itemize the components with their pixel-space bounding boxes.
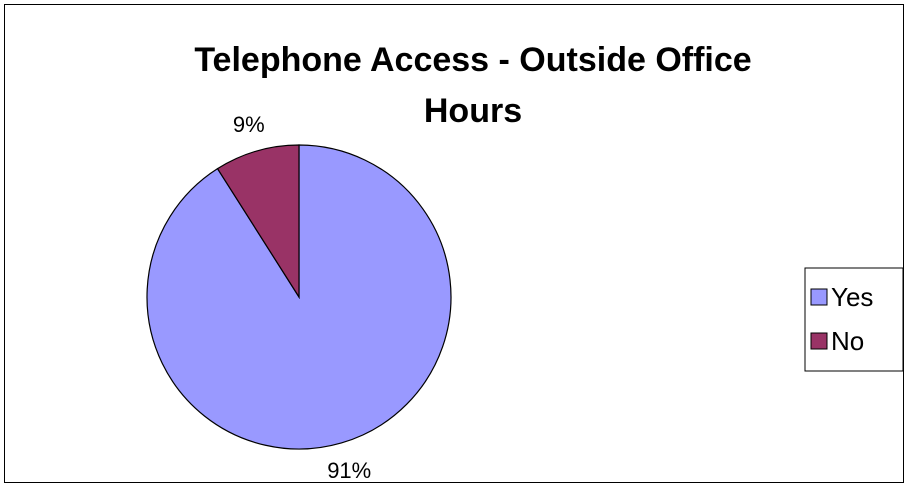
chart-area: Telephone Access - Outside Office Hours … [4,4,904,483]
legend-label-yes: Yes [831,282,873,312]
legend: Yes No [804,267,904,372]
pie-chart: Telephone Access - Outside Office Hours … [146,41,904,483]
pie-slice-no [216,144,300,300]
legend-label-no: No [831,326,864,356]
slice-label-no: 9% [233,112,265,137]
legend-box [804,267,904,372]
legend-swatch-no [810,332,828,350]
legend-swatch-yes [810,288,828,306]
slice-labels: 91% 9% [233,112,371,483]
chart-title-line-1: Telephone Access - Outside Office [194,41,751,79]
slice-label-yes: 91% [327,458,371,483]
chart-title-line-2: Hours [424,92,522,130]
pie-slices [146,144,452,450]
